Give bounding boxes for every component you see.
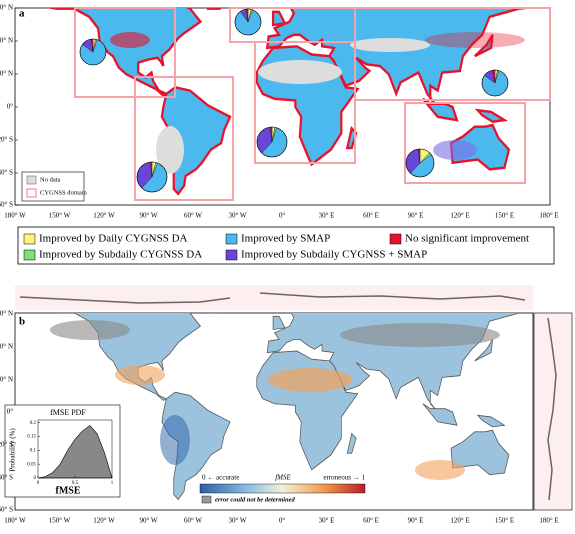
colorbar — [199, 483, 366, 494]
inset-ylabel: Probability (%) — [9, 428, 17, 472]
inset-ytick-label: 0.15 — [27, 435, 36, 440]
lon-label: 180° W — [4, 517, 26, 525]
lat-label: 20° S — [0, 136, 13, 144]
lon-label: 180° E — [539, 212, 558, 220]
lon-label: 30° W — [228, 517, 246, 525]
legend-label: Improved by Daily CYGNSS DA — [39, 233, 188, 245]
pie-outline — [481, 69, 509, 97]
inset-title: fMSE PDF — [50, 408, 86, 417]
lon-label: 90° W — [139, 212, 157, 220]
cygnss-domains — [74, 7, 551, 201]
domain-swatch — [26, 188, 37, 198]
inset-xlabel: fMSE — [56, 485, 81, 496]
colorbar-low: 0 ← accurate — [202, 474, 239, 482]
inset-xtick-label: 0 — [37, 481, 40, 486]
lon-label: 150° W — [49, 517, 71, 525]
panel-label: a — [19, 8, 25, 20]
lon-label: 150° W — [49, 212, 71, 220]
inset-xtick-label: 0.5 — [72, 481, 79, 486]
inset-ytick-label: 0 — [34, 476, 37, 481]
pie-outline — [136, 161, 168, 193]
lat-label: 0° — [7, 408, 14, 416]
legend-text: No data — [40, 176, 61, 183]
lat-label: 60° N — [0, 310, 13, 318]
lon-label: 0° — [279, 517, 286, 525]
legend-swatch — [389, 233, 402, 245]
inset-ytick-label: 0.2 — [30, 421, 37, 426]
lat-mean-strip — [15, 285, 533, 310]
pdf-area — [37, 425, 113, 479]
lat-label: 40° S — [0, 169, 13, 177]
legend-label: Improved by Subdaily CYGNSS + SMAP — [241, 249, 427, 261]
inset-xtick-label: 1 — [111, 481, 114, 486]
lon-label: 120° W — [93, 212, 115, 220]
map-a — [36, 8, 550, 196]
pie-outline — [405, 148, 435, 178]
lon-label: 90° W — [139, 517, 157, 525]
lat-label: 60° N — [0, 4, 13, 12]
lon-label: 30° W — [228, 212, 246, 220]
no-error-label: error could not be determined — [215, 496, 296, 503]
lon-label: 180° W — [4, 212, 26, 220]
lon-label: 60° E — [363, 517, 379, 525]
pie-outline — [79, 38, 107, 66]
lat-label: 60° S — [0, 201, 13, 209]
lon-label: 150° E — [495, 212, 514, 220]
lat-label: 40° N — [0, 343, 13, 351]
legend — [17, 226, 555, 265]
legend-swatch — [23, 233, 36, 245]
no-error-swatch — [201, 495, 212, 504]
legend-swatch — [225, 233, 238, 245]
lat-label: 20° S — [0, 441, 13, 449]
inset-ytick-label: 0.05 — [27, 462, 36, 467]
legend-swatch — [23, 249, 36, 261]
lon-label: 60° W — [184, 212, 202, 220]
lon-label: 30° E — [319, 212, 335, 220]
zonal-line — [19, 292, 526, 304]
lat-label: 60° S — [0, 506, 13, 514]
lat-label: 20° N — [0, 70, 13, 78]
lon-label: 120° E — [450, 212, 469, 220]
lon-label: 60° E — [363, 212, 379, 220]
pie-outline — [256, 126, 288, 158]
legend-label: No significant improvement — [405, 233, 529, 245]
meridional-line — [547, 317, 557, 501]
lon-label: 150° E — [495, 517, 514, 525]
map-legend — [21, 171, 85, 202]
lat-label: 0° — [7, 103, 14, 111]
lon-label: 90° E — [408, 517, 424, 525]
pie-outline — [234, 8, 262, 36]
legend-swatch — [225, 249, 238, 261]
generated: 60° N 60° N 40° N 40° N 20° N 20° N 0° 0° 20° S 2… — [0, 4, 559, 525]
panel-label: b — [19, 316, 25, 328]
lon-label: 180° E — [539, 517, 558, 525]
inset-ytick-label: 0.1 — [30, 449, 37, 454]
lon-label: 0° — [279, 212, 286, 220]
colorbar-high: erroneous → 1 — [323, 474, 365, 482]
lon-label: 120° W — [93, 517, 115, 525]
legend-label: Improved by Subdaily CYGNSS DA — [39, 249, 202, 261]
lon-label: 60° W — [184, 517, 202, 525]
lat-label: 40° N — [0, 37, 13, 45]
lon-label: 120° E — [450, 517, 469, 525]
lon-label: 90° E — [408, 212, 424, 220]
lat-label: 40° S — [0, 474, 13, 482]
colorbar-title: fMSE — [275, 474, 291, 482]
legend-label: Improved by SMAP — [241, 233, 330, 245]
map-b — [36, 313, 533, 501]
no-data-swatch — [26, 175, 37, 185]
panel-a: a No data CYGNSS domain — [14, 7, 551, 206]
lat-label: 20° N — [0, 376, 13, 384]
legend-text: CYGNSS domain — [40, 189, 88, 196]
lon-label: 30° E — [319, 517, 335, 525]
